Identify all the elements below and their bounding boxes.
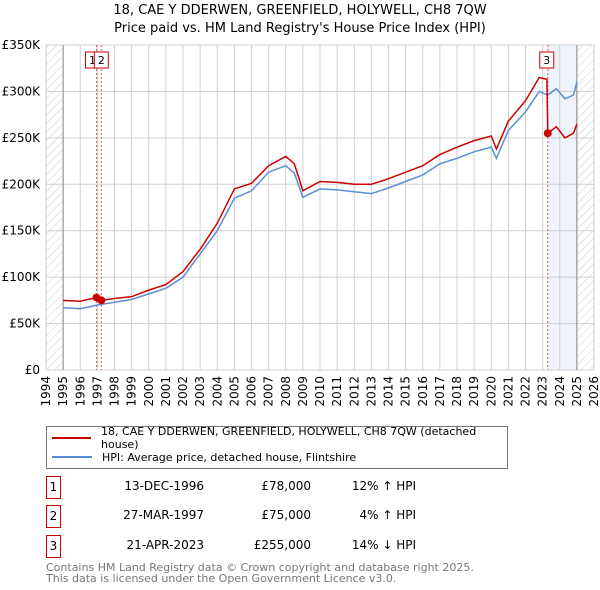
sale-date: 13-DEC-1996 (124, 479, 204, 493)
x-tick-label: 2016 (416, 376, 430, 407)
sale-label-box (539, 51, 555, 69)
legend-blue-line (52, 456, 92, 458)
y-tick-label: £200K (2, 177, 42, 191)
x-tick-label: 2025 (570, 376, 584, 407)
legend: 18, CAE Y DDERWEN, GREENFIELD, HOLYWELL,… (46, 425, 508, 469)
x-tick-label: 2019 (467, 376, 481, 407)
x-tick-label: 2022 (519, 376, 533, 407)
x-tick-label: 2009 (296, 376, 310, 407)
x-tick-label: 2011 (330, 376, 344, 407)
x-tick-label: 2017 (433, 376, 447, 407)
sale-price: £78,000 (261, 479, 311, 493)
y-tick-label: £250K (2, 131, 42, 145)
x-tick-label: 1997 (90, 376, 104, 407)
x-tick-label: 2024 (553, 376, 567, 407)
y-tick-label: £350K (2, 38, 42, 52)
x-tick-label: 2003 (193, 376, 207, 407)
x-tick-label: 2013 (364, 376, 378, 407)
x-tick-label: 2008 (279, 376, 293, 407)
sale-price: £255,000 (253, 538, 311, 552)
hatch-before (46, 45, 64, 370)
sale-label-number: 2 (98, 54, 105, 67)
x-tick-label: 2006 (245, 376, 259, 407)
sale-hpi: 14% ↓ HPI (351, 538, 416, 552)
x-tick-label: 2012 (347, 376, 361, 407)
sale-point (543, 129, 552, 138)
x-tick-label: 2005 (227, 376, 241, 407)
x-tick-label: 2020 (484, 376, 498, 407)
y-tick-label: £300K (2, 84, 42, 98)
x-tick-label: 1996 (73, 376, 87, 407)
x-tick-label: 2023 (536, 376, 550, 407)
chart-title: 18, CAE Y DDERWEN, GREENFIELD, HOLYWELL,… (113, 3, 487, 18)
x-tick-label: 2001 (159, 376, 173, 407)
sale-marker: 1 (46, 476, 61, 499)
footer: Contains HM Land Registry data © Crown c… (46, 562, 474, 584)
y-tick-label: £0 (25, 363, 40, 377)
sale-label-number: 3 (543, 54, 550, 67)
sale-point (97, 296, 106, 305)
sale-row: 1 13-DEC-1996 £78,000 12% ↑ HPI (46, 476, 466, 499)
x-tick-label: 2026 (587, 376, 600, 407)
sale-date: 27-MAR-1997 (123, 508, 204, 522)
x-tick-label: 2004 (210, 376, 224, 407)
sale-row: 2 27-MAR-1997 £75,000 4% ↑ HPI (46, 505, 466, 528)
x-tick-label: 2018 (450, 376, 464, 407)
footer-line-1: Contains HM Land Registry data © Crown c… (46, 561, 474, 574)
y-tick-label: £50K (9, 317, 41, 331)
sale-label-number: 1 (89, 54, 96, 67)
y-tick-label: £100K (2, 270, 42, 284)
x-tick-label: 2010 (313, 376, 327, 407)
x-tick-label: 2007 (262, 376, 276, 407)
price-chart: 1994 1995 1996 1997 1998 1999 2000 2001 2002 2003… (2, 38, 600, 407)
x-tick-label: 1998 (108, 376, 122, 407)
x-tick-label: 1994 (39, 376, 53, 407)
footer-line-2: This data is licensed under the Open Gov… (46, 572, 397, 585)
x-tick-label: 2015 (399, 376, 413, 407)
x-tick-label: 2014 (382, 376, 396, 407)
x-tick-label: 1999 (125, 376, 139, 407)
sale-hpi: 4% ↑ HPI (359, 508, 416, 522)
legend-hpi: HPI: Average price, detached house, Flin… (102, 450, 357, 464)
x-tick-label: 2002 (176, 376, 190, 407)
sale-label-box (93, 51, 109, 69)
x-tick-label: 1995 (56, 376, 70, 407)
legend-red-line (52, 437, 92, 439)
hatch-after (576, 45, 594, 370)
hpi-line (63, 81, 578, 310)
property-price-line (63, 76, 578, 303)
x-tick-label: 2021 (501, 376, 515, 407)
sale-price: £75,000 (261, 508, 311, 522)
forecast-shade (547, 45, 577, 370)
x-tick-label: 2000 (142, 376, 156, 407)
legend-property: 18, CAE Y DDERWEN, GREENFIELD, HOLYWELL,… (101, 425, 477, 451)
sale-hpi: 12% ↑ HPI (351, 479, 416, 493)
sale-row: 3 21-APR-2023 £255,000 14% ↓ HPI (46, 535, 466, 558)
sale-date: 21-APR-2023 (126, 538, 204, 552)
sale-marker: 3 (46, 535, 61, 558)
sale-marker: 2 (46, 505, 61, 528)
y-tick-label: £150K (2, 224, 42, 238)
chart-subtitle: Price paid vs. HM Land Registry's House … (114, 21, 486, 36)
